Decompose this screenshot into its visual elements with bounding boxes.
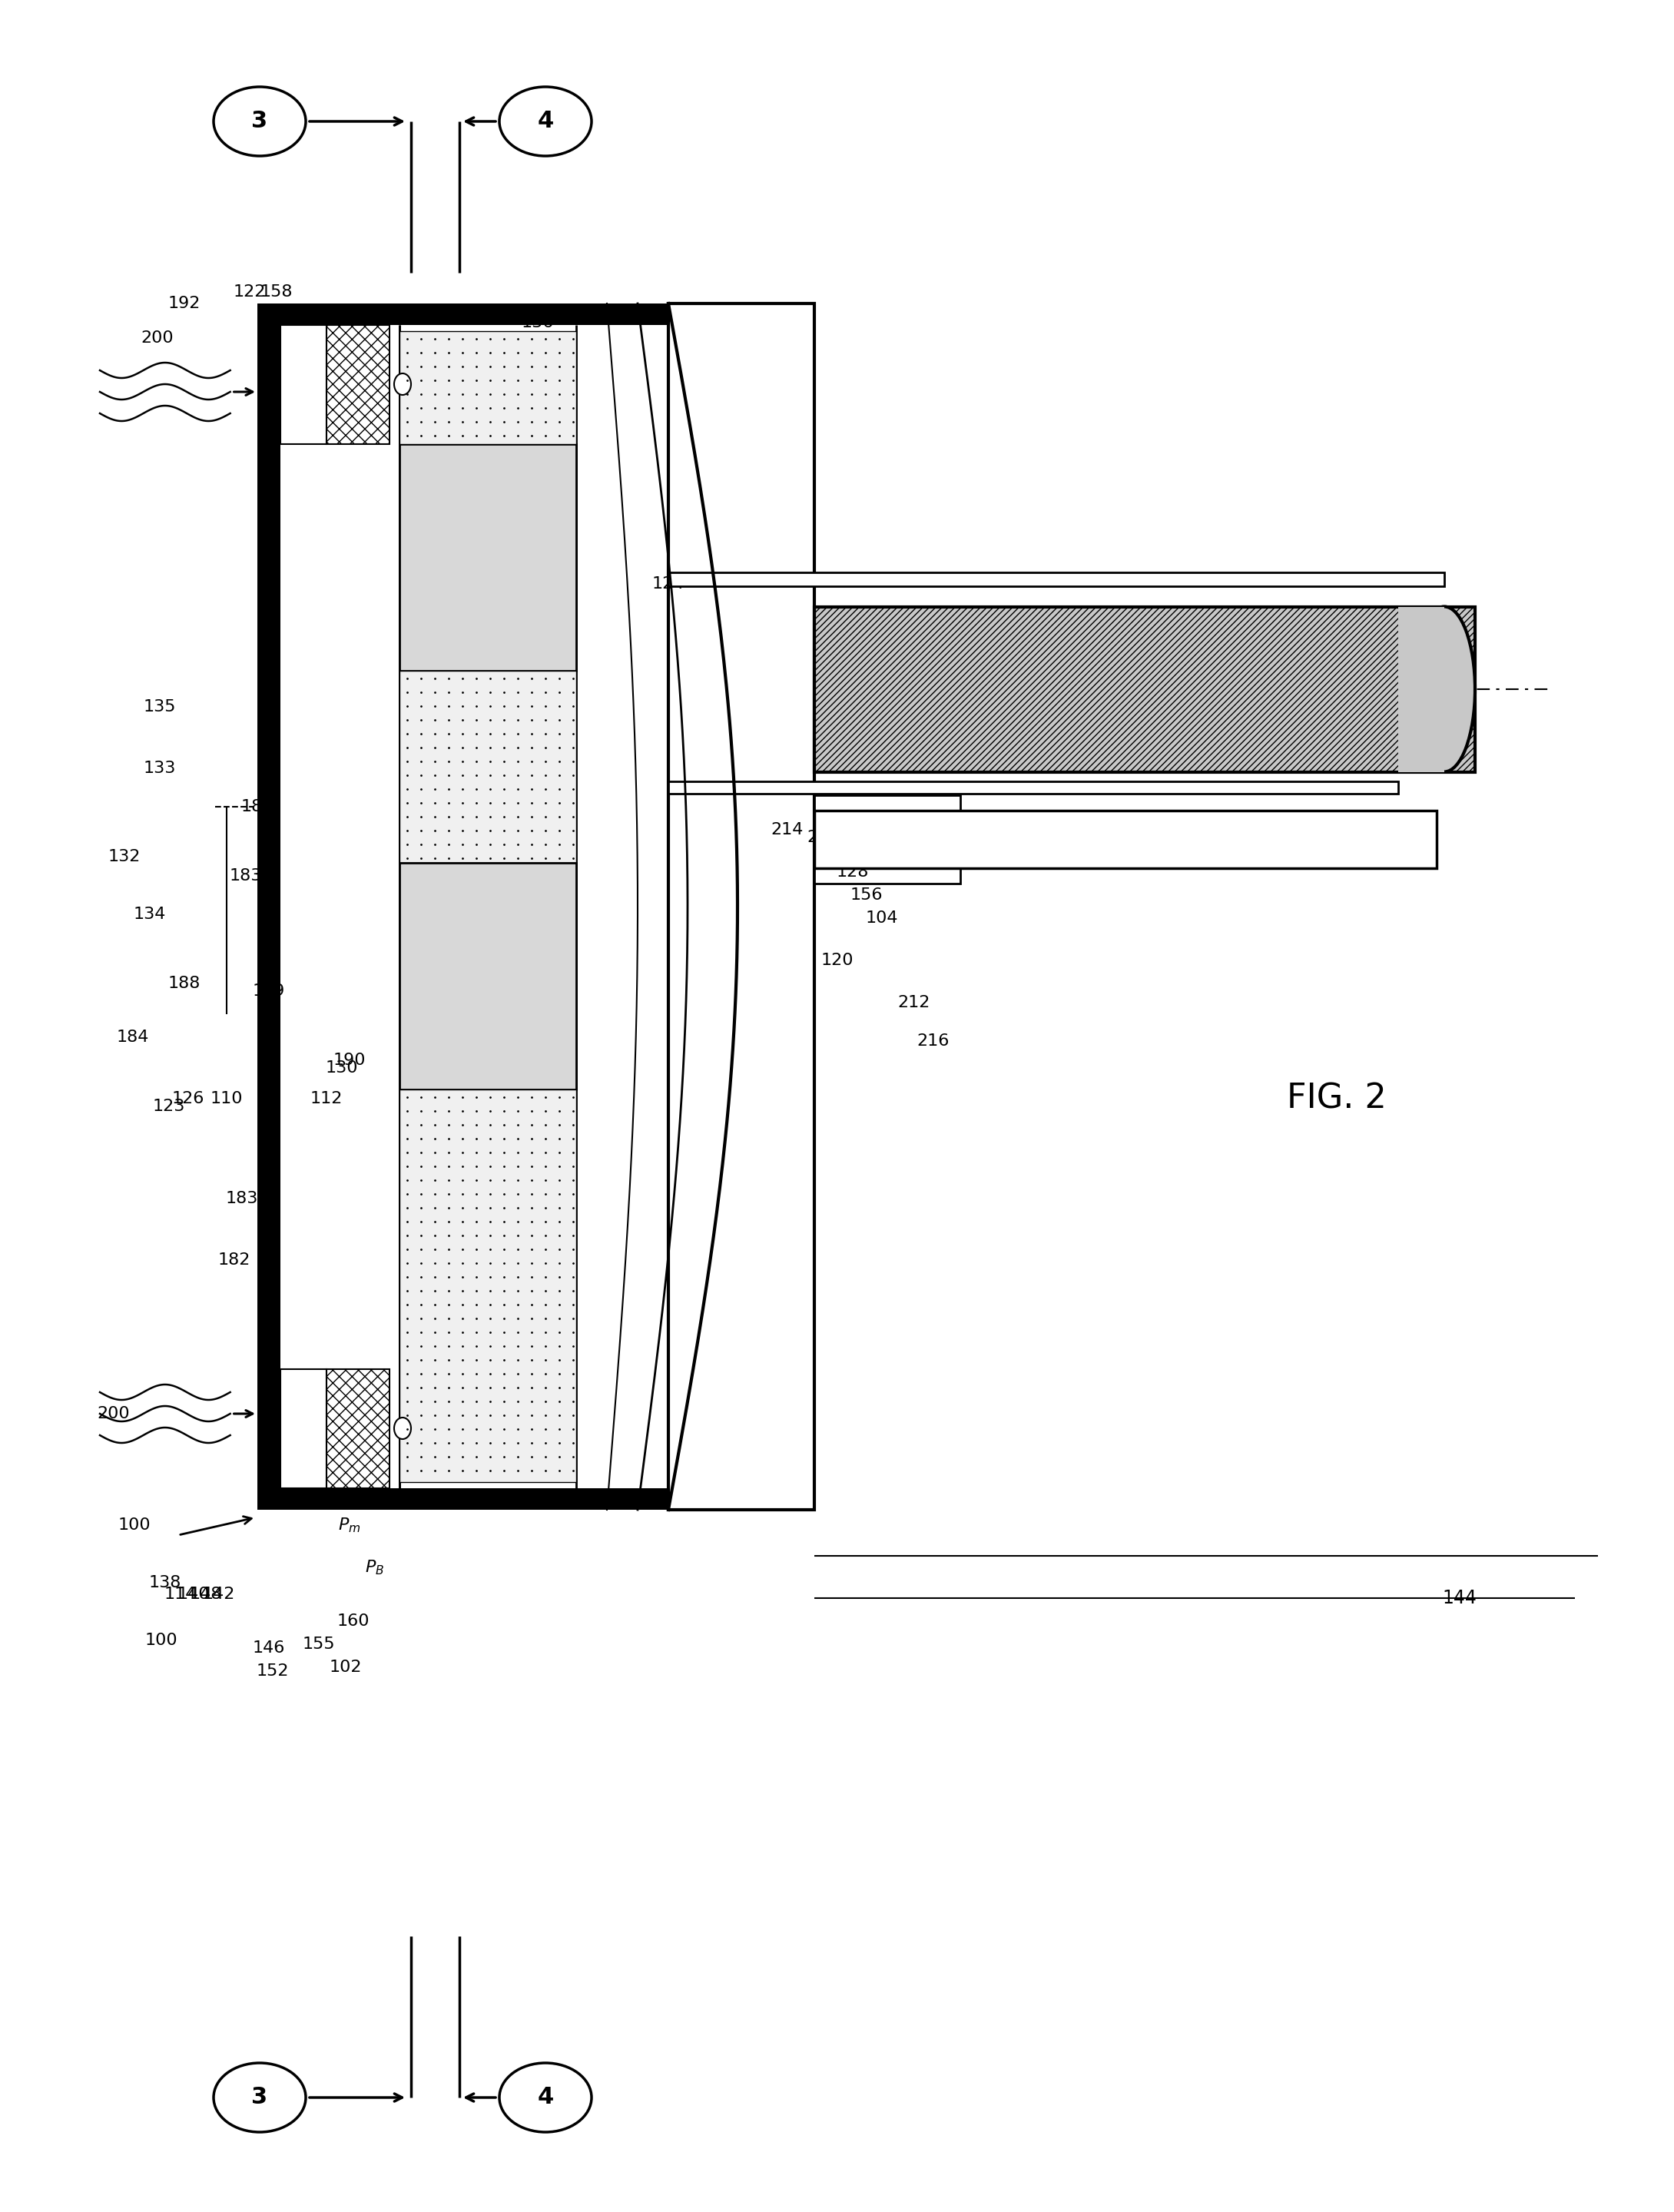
Text: 4: 4 — [537, 2086, 554, 2108]
Text: 164: 164 — [822, 622, 854, 637]
Bar — [326, 325, 390, 445]
Text: 122: 122 — [233, 285, 266, 299]
Text: 112: 112 — [310, 1091, 343, 1106]
Bar — [814, 810, 1436, 867]
Text: 133: 133 — [144, 761, 176, 776]
Text: 148: 148 — [189, 1586, 223, 1601]
Text: 190: 190 — [333, 1053, 367, 1068]
Text: 180: 180 — [241, 799, 273, 814]
Text: 200: 200 — [141, 330, 174, 345]
Bar — [281, 1369, 326, 1489]
Text: 104: 104 — [865, 911, 899, 927]
Text: 182: 182 — [218, 1252, 251, 1267]
Bar — [814, 794, 961, 883]
Text: FIG. 2: FIG. 2 — [1287, 1082, 1386, 1115]
Bar — [258, 303, 281, 1511]
Text: 132: 132 — [109, 849, 141, 865]
Text: 102: 102 — [330, 1659, 362, 1674]
Ellipse shape — [393, 1418, 412, 1440]
Text: 214: 214 — [772, 823, 804, 838]
Text: 100: 100 — [146, 1632, 177, 1648]
Bar — [1398, 606, 1445, 772]
Bar — [281, 325, 326, 445]
Text: 114: 114 — [164, 1586, 198, 1601]
Ellipse shape — [393, 374, 412, 396]
Text: 124: 124 — [653, 577, 685, 591]
Text: 184: 184 — [117, 1029, 149, 1044]
Text: 150 154: 150 154 — [407, 476, 477, 491]
Text: 183: 183 — [226, 1190, 258, 1206]
Text: 152: 152 — [256, 1663, 290, 1679]
Text: 3: 3 — [251, 2086, 268, 2108]
Text: 144: 144 — [1443, 1588, 1476, 1608]
Text: 156: 156 — [850, 887, 882, 902]
Bar — [400, 670, 576, 863]
Text: 123: 123 — [152, 1099, 186, 1115]
Text: 170: 170 — [467, 349, 501, 365]
Text: 130: 130 — [325, 1060, 358, 1075]
Text: $P_m$: $P_m$ — [338, 1515, 362, 1535]
Bar — [258, 1489, 792, 1511]
Bar — [400, 1091, 576, 1482]
Bar — [400, 332, 576, 445]
Text: 162: 162 — [790, 573, 824, 588]
Text: 110: 110 — [211, 1091, 243, 1106]
Bar — [258, 303, 792, 325]
Text: 100: 100 — [119, 1517, 151, 1533]
Text: 189: 189 — [253, 984, 285, 1000]
Text: 200: 200 — [97, 1407, 131, 1422]
Text: 134: 134 — [134, 907, 166, 922]
Text: 135: 135 — [144, 699, 176, 714]
Text: 126: 126 — [172, 1091, 204, 1106]
Text: 155: 155 — [303, 1637, 335, 1652]
Bar — [668, 781, 1398, 794]
Bar — [400, 863, 576, 1091]
Text: 128: 128 — [837, 865, 869, 880]
Text: 183: 183 — [229, 867, 263, 883]
Text: 158: 158 — [259, 285, 293, 299]
Text: 212: 212 — [897, 995, 931, 1011]
Bar — [668, 573, 1445, 586]
Bar — [400, 445, 576, 670]
Text: 188: 188 — [167, 975, 201, 991]
Text: 160: 160 — [336, 1613, 370, 1628]
Text: 136: 136 — [522, 314, 554, 330]
Text: 216: 216 — [917, 1033, 949, 1048]
Text: 138: 138 — [149, 1575, 181, 1590]
Text: 192: 192 — [167, 296, 201, 312]
Text: 3: 3 — [251, 111, 268, 133]
Text: 140: 140 — [177, 1586, 209, 1601]
Bar — [326, 1369, 390, 1489]
Ellipse shape — [1413, 606, 1475, 772]
Bar — [668, 303, 814, 1511]
Text: 142: 142 — [203, 1586, 236, 1601]
Text: $P_B$: $P_B$ — [365, 1557, 385, 1577]
Text: 174: 174 — [440, 434, 474, 449]
Text: 210: 210 — [807, 830, 840, 845]
Text: 120: 120 — [820, 953, 854, 969]
Text: 146: 146 — [253, 1641, 285, 1657]
Bar — [814, 606, 1475, 772]
Text: 4: 4 — [537, 111, 554, 133]
Text: 172: 172 — [457, 392, 489, 407]
